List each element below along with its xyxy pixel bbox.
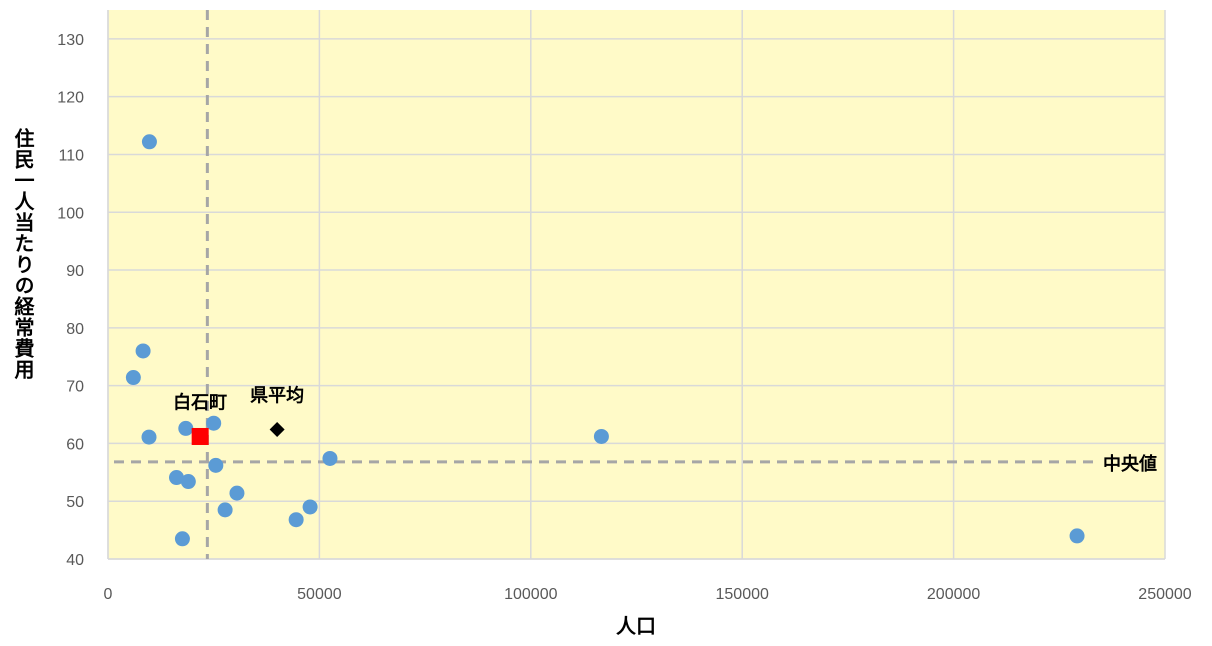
x-tick-label: 150000 bbox=[716, 586, 769, 603]
data-point bbox=[168, 470, 184, 486]
y-tick-label: 50 bbox=[66, 494, 84, 511]
data-point bbox=[125, 370, 141, 386]
x-tick-label: 200000 bbox=[927, 586, 980, 603]
data-point bbox=[180, 474, 196, 490]
y-tick-label: 80 bbox=[66, 321, 84, 338]
data-point bbox=[593, 428, 609, 444]
x-tick-label: 50000 bbox=[297, 586, 342, 603]
gridlines bbox=[107, 10, 1166, 560]
data-point bbox=[322, 450, 338, 466]
median-lines bbox=[114, 10, 1093, 559]
y-tick-label: 40 bbox=[66, 552, 84, 569]
y-tick-label: 130 bbox=[57, 32, 84, 49]
data-point bbox=[288, 512, 304, 528]
data-point bbox=[135, 343, 151, 359]
data-point bbox=[217, 502, 233, 518]
data-point bbox=[178, 420, 194, 436]
data-point bbox=[208, 457, 224, 473]
x-tick-label: 100000 bbox=[504, 586, 557, 603]
x-axis-title: 人口 bbox=[616, 614, 656, 638]
data-point bbox=[141, 429, 157, 445]
y-tick-label: 120 bbox=[57, 90, 84, 107]
data-point bbox=[174, 531, 190, 547]
x-axis-ticks: 0 50000 100000 150000 200000 250000 bbox=[104, 586, 1192, 603]
prefecture-average-label: 県平均 bbox=[250, 385, 304, 407]
data-point bbox=[229, 485, 245, 501]
y-tick-label: 70 bbox=[66, 379, 84, 396]
y-tick-label: 110 bbox=[58, 147, 84, 164]
data-points bbox=[125, 134, 1085, 547]
data-point bbox=[206, 415, 222, 431]
prefecture-average-point bbox=[269, 422, 285, 438]
data-point bbox=[1069, 528, 1085, 544]
median-label: 中央値 bbox=[1103, 453, 1157, 475]
y-tick-label: 100 bbox=[57, 205, 84, 222]
data-point bbox=[302, 499, 318, 515]
plot-area-background bbox=[108, 10, 1165, 559]
y-axis-ticks: 40 50 60 70 80 90 100 110 120 130 bbox=[57, 32, 84, 569]
shiraishi-label: 白石町 bbox=[173, 391, 227, 413]
y-tick-label: 60 bbox=[66, 436, 84, 453]
y-axis-title: 住民一人当たりの経常費用 bbox=[11, 128, 35, 380]
y-tick-label: 90 bbox=[66, 263, 84, 280]
x-tick-label: 250000 bbox=[1138, 586, 1191, 603]
x-tick-label: 0 bbox=[104, 586, 113, 603]
data-point bbox=[141, 134, 157, 150]
shiraishi-point bbox=[191, 427, 209, 445]
